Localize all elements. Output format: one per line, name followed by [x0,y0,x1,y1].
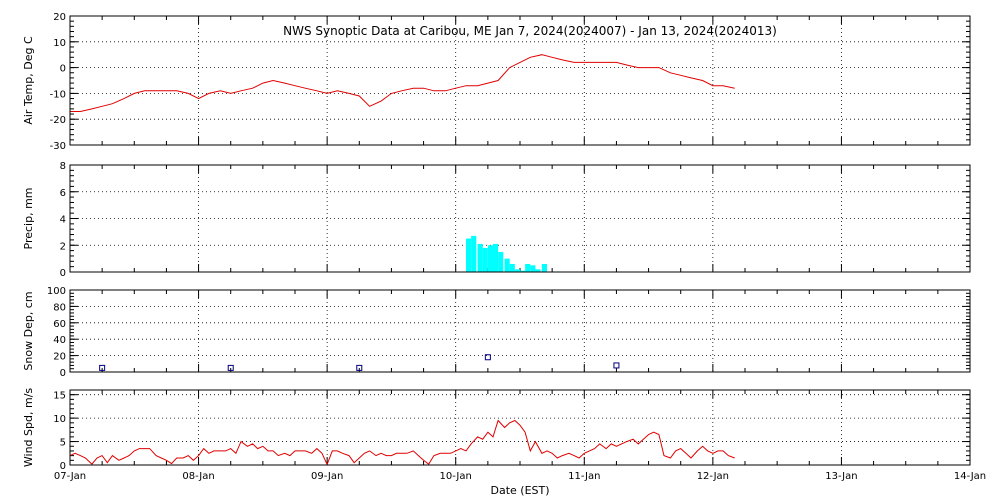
x-tick-label: 07-Jan [54,471,86,482]
x-tick-label: 10-Jan [440,471,472,482]
precip-bar [541,263,547,272]
precip-bar [530,265,536,272]
x-tick-label: 09-Jan [311,471,343,482]
precip-bar [514,269,520,272]
y-axis-label-snow: Snow Dep, cm [22,291,35,370]
precip-bar [466,238,472,272]
y-axis-label-precip: Precip, mm [22,188,35,250]
y-tick-label: 15 [53,391,66,402]
y-tick-label: 6 [60,188,66,199]
y-tick-label: 0 [60,368,66,379]
snow-depth-point [356,364,363,371]
y-tick-label: 4 [60,215,66,226]
y-tick-label: 2 [60,241,66,252]
precip-bar [487,245,493,272]
snow-depth-point [613,362,620,369]
y-tick-label: 5 [60,438,66,449]
panel-wind: 15 10 5 0 Wind Spd, m/s [22,388,971,472]
y-tick-label: 8 [60,161,66,172]
precip-bar [504,258,510,272]
y-tick-label: 0 [60,268,66,279]
y-tick-label: -10 [50,89,66,100]
snow-depth-point [227,364,234,371]
chart-title: NWS Synoptic Data at Caribou, ME Jan 7, … [283,24,777,38]
y-tick-label: 80 [53,302,66,313]
panel-snow: 100 80 60 40 20 0 Snow Dep, cm [22,286,971,379]
precip-bar [482,247,488,272]
y-tick-label: 100 [47,286,66,297]
precip-bar [520,270,526,272]
panel-frame [69,289,971,373]
panel-frame [69,15,971,146]
precip-bar [477,243,483,272]
snow-depth-point [484,354,491,361]
snow-depth-point [99,364,106,371]
x-tick-label: 08-Jan [182,471,214,482]
x-tick-label: 12-Jan [697,471,729,482]
precip-bar [535,269,541,272]
y-tick-label: 10 [53,38,66,49]
y-tick-label: 20 [53,352,66,363]
y-tick-label: -20 [50,115,66,126]
x-tick-label: 13-Jan [825,471,857,482]
series-line-wind [69,419,735,466]
x-axis-label: Date (EST) [490,484,549,497]
panel-precip: 8 6 4 2 0 Precip, mm [22,161,971,279]
y-tick-label: 0 [60,64,66,75]
y-tick-label: 40 [53,335,66,346]
y-tick-label: 10 [53,414,66,425]
precip-bar [493,243,499,272]
y-axis-label-temp: Air Temp, Deg C [22,36,35,125]
panel-frame [69,164,971,273]
x-tick-label: 11-Jan [568,471,600,482]
precip-bar [498,251,504,272]
precip-bar [525,263,531,272]
y-tick-label: -30 [50,141,66,152]
precip-bar [471,235,477,272]
y-axis-label-wind: Wind Spd, m/s [22,388,35,468]
y-tick-label: 0 [60,461,66,472]
y-tick-label: 60 [53,319,66,330]
x-tick-label: 14-Jan [954,471,986,482]
series-line-temp [70,54,735,112]
y-tick-label: 20 [53,12,66,23]
precip-bar [509,263,515,272]
panel-frame [69,389,971,466]
panel-temp: 20 10 0 -10 -20 -30 Air Temp, Deg C [22,12,971,152]
